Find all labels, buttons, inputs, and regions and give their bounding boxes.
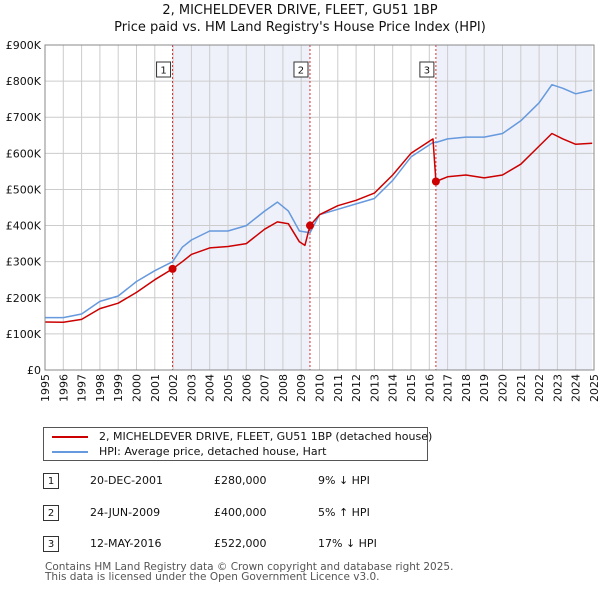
chart-subtitle: Price paid vs. HM Land Registry's House … (114, 20, 486, 35)
x-tick-label: 2016 (423, 374, 436, 402)
x-tick-label: 2013 (368, 374, 381, 402)
table-row: 1 20-DEC-2001 £280,000 9% ↓ HPI (0, 471, 600, 493)
legend-label-hpi: HPI: Average price, detached house, Hart (99, 445, 327, 458)
legend-line-property (52, 436, 88, 438)
transaction-hpi-diff: 17% ↓ HPI (318, 537, 377, 550)
y-tick-label: £200K (6, 292, 42, 305)
x-tick-label: 2006 (240, 374, 253, 402)
x-tick-label: 2017 (442, 374, 455, 402)
y-tick-label: £300K (6, 256, 42, 269)
x-tick-label: 2021 (515, 374, 528, 402)
y-tick-label: £500K (6, 183, 42, 196)
sale-label-box (156, 61, 172, 78)
y-tick-label: £600K (6, 147, 42, 160)
x-tick-label: 1996 (57, 374, 70, 402)
x-tick-label: 2015 (405, 374, 418, 402)
table-row: 3 12-MAY-2016 £522,000 17% ↓ HPI (0, 534, 600, 556)
transaction-price: £400,000 (214, 506, 267, 519)
price-chart: 1 2 3 £0 £100K £200K £300K £400K £500K £600K £700K… (6, 39, 600, 402)
x-tick-label: 1998 (94, 374, 107, 402)
transaction-number: 2 (43, 505, 59, 521)
x-tick-label: 1999 (112, 374, 125, 402)
chart-title: 2, MICHELDEVER DRIVE, FLEET, GU51 1BP (162, 3, 438, 18)
x-tick-label: 2005 (222, 374, 235, 402)
x-tick-label: 2001 (149, 374, 162, 402)
sale-point (305, 221, 314, 230)
y-tick-label: £400K (6, 220, 42, 233)
x-tick-label: 2022 (533, 374, 546, 402)
x-tick-label: 2003 (185, 374, 198, 402)
x-tick-label: 2002 (167, 374, 180, 402)
x-tick-label: 1995 (39, 374, 52, 402)
x-tick-label: 2014 (387, 374, 400, 402)
sale-point (168, 264, 177, 273)
y-tick-label: £0 (27, 364, 41, 377)
x-tick-label: 2024 (570, 374, 583, 402)
x-tick-label: 2020 (497, 374, 510, 402)
x-tick-label: 2023 (551, 374, 564, 402)
legend-line-hpi (52, 451, 88, 453)
x-tick-label: 2007 (259, 374, 272, 402)
y-tick-label: £800K (6, 75, 42, 88)
transaction-hpi-diff: 9% ↓ HPI (318, 474, 370, 487)
sale-label-box (419, 61, 435, 78)
transaction-price: £522,000 (214, 537, 267, 550)
y-tick-label: £900K (6, 39, 42, 52)
x-tick-label: 2012 (350, 374, 363, 402)
transaction-date: 24-JUN-2009 (90, 506, 161, 519)
chart-legend: 2, MICHELDEVER DRIVE, FLEET, GU51 1BP (d… (43, 427, 432, 461)
transaction-date: 20-DEC-2001 (90, 474, 164, 487)
y-tick-label: £700K (6, 111, 42, 124)
x-tick-label: 2000 (131, 374, 144, 402)
table-row: 2 24-JUN-2009 £400,000 5% ↑ HPI (0, 503, 600, 525)
y-tick-label: £100K (6, 328, 42, 341)
x-tick-label: 2008 (277, 374, 290, 402)
shaded-range-1 (172, 45, 310, 370)
transaction-hpi-diff: 5% ↑ HPI (318, 506, 370, 519)
sale-label: 2 (298, 66, 304, 77)
series-line-hpi (45, 83, 593, 319)
x-tick-label: 2011 (332, 374, 345, 402)
x-tick-label: 1997 (76, 374, 89, 402)
footer-copyright: Contains HM Land Registry data © Crown c… (45, 561, 454, 573)
x-tick-label: 2009 (295, 374, 308, 402)
x-tick-label: 2025 (588, 374, 600, 402)
transaction-price: £280,000 (214, 474, 267, 487)
transaction-date: 12-MAY-2016 (90, 537, 162, 550)
x-tick-label: 2018 (460, 374, 473, 402)
legend-label-property: 2, MICHELDEVER DRIVE, FLEET, GU51 1BP (d… (99, 430, 433, 443)
plot-frame (44, 44, 595, 371)
x-tick-label: 2004 (204, 374, 217, 402)
sale-label: 3 (424, 66, 430, 77)
sale-point (431, 177, 440, 186)
transaction-number: 1 (43, 473, 59, 489)
x-tick-label: 2019 (478, 374, 491, 402)
sale-label: 1 (160, 66, 166, 77)
sale-label-box (293, 61, 309, 78)
shaded-range-2 (435, 45, 593, 370)
transaction-number: 3 (43, 536, 59, 552)
x-tick-label: 2010 (314, 374, 327, 402)
footer-licence: This data is licensed under the Open Gov… (45, 571, 380, 583)
